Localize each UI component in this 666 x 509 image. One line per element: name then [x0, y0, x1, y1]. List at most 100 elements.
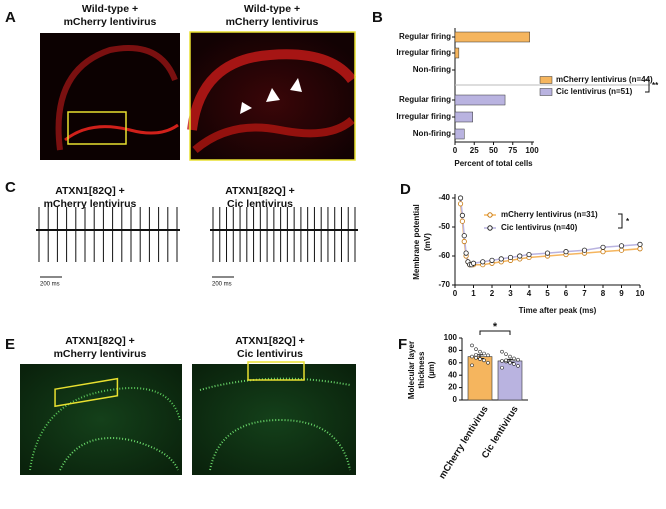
bar	[454, 111, 473, 123]
data-point	[482, 351, 486, 356]
panel-letter: D	[400, 181, 411, 198]
scale-label: 200 ms	[40, 282, 60, 288]
bar	[454, 31, 530, 43]
x-tick-label: 0	[453, 289, 458, 298]
point	[461, 233, 467, 239]
point	[470, 260, 477, 266]
x-tick-label: 25	[470, 146, 479, 155]
panel-letter: A	[5, 9, 16, 26]
image-title: mCherry lentivirus	[226, 16, 319, 28]
panel-letter: C	[5, 179, 16, 196]
point	[457, 195, 464, 201]
image-title: Wild-type +	[244, 3, 300, 15]
point	[600, 244, 606, 250]
y-tick-label: Regular firing	[399, 95, 451, 104]
point	[637, 246, 643, 252]
significance: *	[626, 217, 630, 226]
y-tick-label: Regular firing	[399, 32, 451, 41]
x-tick-label: 5	[545, 289, 550, 298]
y-axis-label: (µm)	[427, 361, 436, 378]
image-title: mCherry lentivirus	[64, 16, 157, 28]
y-axis-label: Molecular layer	[407, 341, 416, 399]
data-point	[508, 354, 512, 359]
point	[544, 250, 551, 256]
data-point	[512, 362, 516, 366]
x-tick-label: 1	[471, 289, 476, 298]
point	[581, 247, 588, 253]
point	[637, 241, 643, 247]
legend-marker	[487, 212, 493, 218]
data-point	[516, 364, 520, 368]
x-tick-label: 2	[490, 289, 495, 298]
x-axis-label: Percent of total cells	[454, 159, 533, 168]
traces	[36, 207, 358, 262]
point	[526, 251, 532, 258]
bar	[454, 128, 465, 140]
y-tick-label: Non-firing	[413, 129, 451, 138]
y-tick-label: Irregular firing	[396, 48, 451, 57]
data-point	[474, 352, 478, 357]
point	[457, 201, 464, 207]
legend-label: Cic lentivirus (n=40)	[501, 223, 578, 232]
data-point	[504, 358, 508, 363]
data-point	[508, 360, 512, 365]
x-tick-label: 3	[508, 289, 513, 298]
image-a-left	[40, 33, 180, 160]
image-title: Wild-type +	[82, 3, 138, 15]
point	[463, 250, 469, 256]
data-point	[512, 356, 516, 361]
image-title: Cic lentivirus	[227, 198, 293, 210]
legend-swatch	[539, 88, 553, 96]
significance: **	[652, 81, 659, 90]
y-tick-label: -40	[438, 193, 450, 202]
bar	[454, 47, 460, 59]
data-point	[470, 354, 474, 359]
legend-label: mCherry lentivirus (n=44)	[556, 75, 653, 84]
data-point	[500, 349, 504, 354]
significance: *	[493, 321, 498, 333]
point	[489, 257, 495, 263]
x-tick-label: 8	[601, 289, 606, 298]
y-tick-label: Non-firing	[413, 65, 451, 74]
x-tick-label: 50	[489, 146, 498, 155]
data-point	[500, 365, 504, 370]
point	[498, 256, 504, 262]
image-title: ATXN1[82Q] +	[65, 335, 135, 347]
data-point	[516, 357, 520, 362]
y-tick-label: -50	[438, 222, 450, 231]
y-tick-label: -60	[438, 251, 450, 260]
data-point	[486, 353, 490, 358]
point	[461, 238, 467, 245]
x-tick-label: 0	[453, 146, 458, 155]
data-point	[474, 347, 478, 351]
point	[600, 249, 606, 255]
x-tick-label: 6	[564, 289, 569, 298]
legend-marker	[487, 225, 493, 231]
data-point	[478, 349, 482, 354]
y-tick-label: 0	[453, 395, 458, 404]
x-axis-label: Time after peak (ms)	[519, 306, 597, 315]
data-point	[504, 352, 508, 356]
scale-label: 200 ms	[212, 282, 232, 288]
y-axis-label: (mV)	[423, 233, 432, 251]
x-tick-label: mCherry lentivirus	[437, 404, 491, 481]
image-title: ATXN1[82Q] +	[225, 185, 295, 197]
x-tick-label: 9	[619, 289, 624, 298]
data-point	[486, 360, 490, 365]
x-tick-label: 75	[508, 146, 517, 155]
y-tick-label: -70	[438, 280, 450, 289]
legend-label: mCherry lentivirus (n=31)	[501, 210, 598, 219]
panel-letter: F	[398, 336, 407, 353]
data-point	[482, 358, 486, 363]
image-title: ATXN1[82Q] +	[235, 335, 305, 347]
bar	[454, 94, 506, 106]
image-e-left	[20, 364, 182, 475]
image-title: mCherry lentivirus	[44, 198, 137, 210]
point	[459, 218, 465, 224]
data-point	[474, 356, 478, 360]
y-tick-label: Irregular firing	[396, 112, 451, 121]
y-tick-label: 40	[448, 370, 457, 379]
point	[563, 249, 569, 255]
x-tick-label: 7	[582, 289, 587, 298]
